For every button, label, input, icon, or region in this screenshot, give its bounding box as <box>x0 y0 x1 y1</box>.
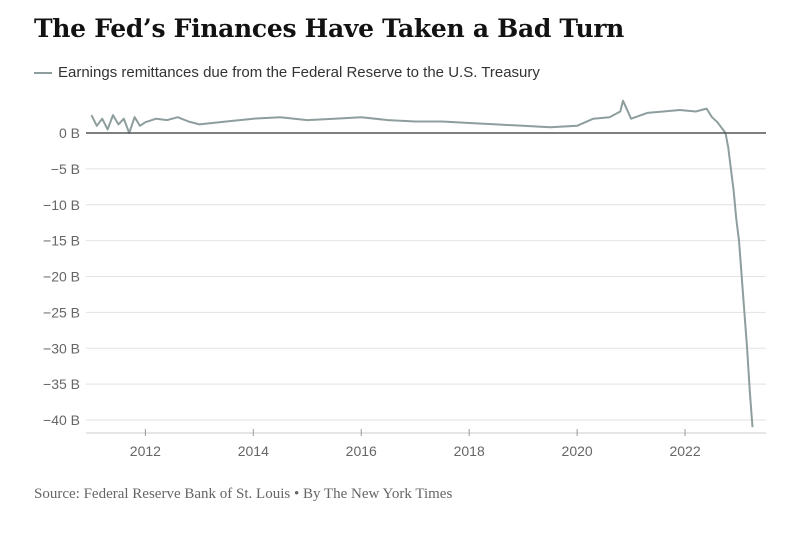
chart-title: The Fed’s Finances Have Taken a Bad Turn <box>34 14 625 43</box>
x-tick-label: 2018 <box>454 443 485 459</box>
x-tick-label: 2014 <box>238 443 269 459</box>
chart-grid <box>86 168 766 421</box>
y-tick-label: −30 B <box>43 340 80 356</box>
y-tick-label: 0 B <box>59 125 80 141</box>
chart-series <box>90 99 754 428</box>
y-tick-label: −10 B <box>43 197 80 213</box>
legend-label: Earnings remittances due from the Federa… <box>58 64 540 81</box>
y-tick-label: −20 B <box>43 269 80 285</box>
x-tick-label: 2022 <box>669 443 700 459</box>
y-axis-ticks: 0 B −5 B −10 B −15 B −20 B −25 B −30 B −35 B −40… <box>43 125 80 428</box>
y-tick-label: −25 B <box>43 304 80 320</box>
x-tick-label: 2016 <box>346 443 377 459</box>
y-tick-label: −35 B <box>43 376 80 392</box>
legend-line-swatch <box>34 71 52 74</box>
y-tick-label: −15 B <box>43 233 80 249</box>
x-axis: 2012 2014 2016 2018 2020 2022 <box>86 429 766 459</box>
series-line <box>90 99 754 428</box>
x-tick-label: 2020 <box>562 443 593 459</box>
x-tick-label: 2012 <box>130 443 161 459</box>
y-tick-label: −5 B <box>51 161 80 177</box>
chart-legend: Earnings remittances due from the Federa… <box>34 64 540 81</box>
chart-source: Source: Federal Reserve Bank of St. Loui… <box>34 486 453 502</box>
y-tick-label: −40 B <box>43 412 80 428</box>
